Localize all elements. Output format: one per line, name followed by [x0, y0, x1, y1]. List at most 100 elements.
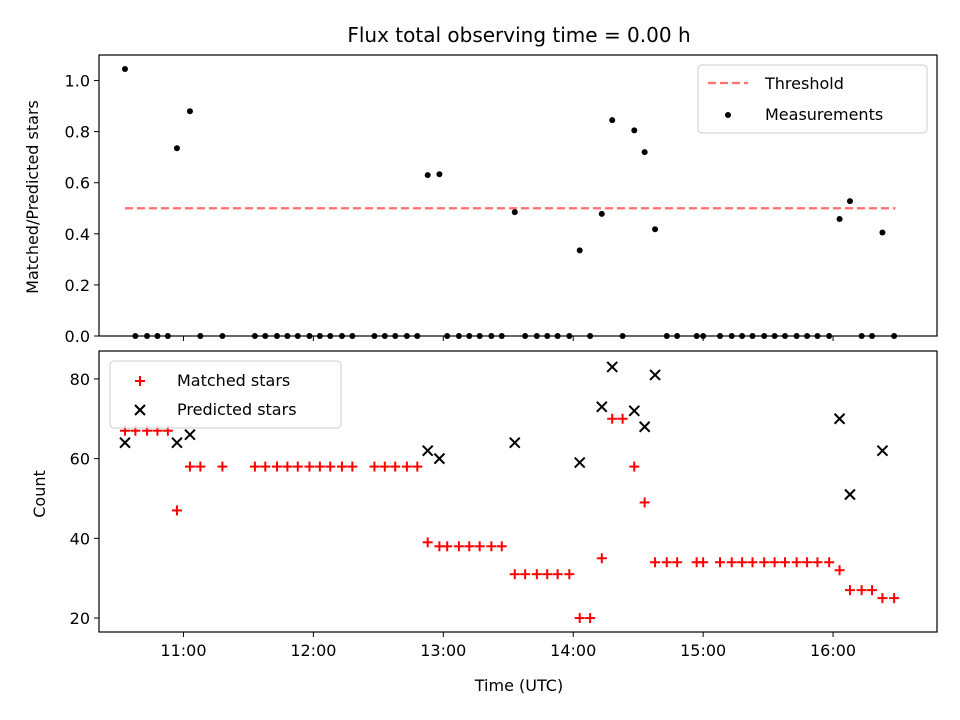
measurement-point	[879, 229, 886, 236]
matched-star-point	[217, 461, 228, 472]
predicted-x-b	[509, 436, 521, 449]
matched-star-point	[629, 461, 640, 472]
matched-star-point	[802, 557, 813, 568]
matched-star-point	[453, 541, 464, 552]
matched-star-point	[486, 541, 497, 552]
matched-star-point	[769, 557, 780, 568]
matched-star-point	[791, 557, 802, 568]
matched-star-point	[617, 413, 628, 424]
legend-matched-label: Matched stars	[177, 371, 290, 390]
bottom-axes-frame	[98, 350, 938, 633]
matched-star-point	[379, 461, 390, 472]
predicted-star-point	[606, 361, 618, 373]
matched-star-point	[844, 585, 855, 596]
predicted-star-point	[628, 405, 640, 417]
matched-star-point	[596, 553, 607, 564]
matched-star-point	[260, 461, 271, 472]
matched-star-point	[369, 461, 380, 472]
predicted-x-b	[638, 421, 651, 433]
predicted-star-point	[421, 444, 434, 457]
matched-star-point	[574, 613, 585, 624]
bottom-y-axis-title: Count	[30, 470, 49, 518]
measurement-point	[631, 127, 638, 134]
measurement-point	[598, 210, 605, 217]
top-y-axis-title: Matched/Predicted stars	[23, 100, 42, 294]
matched-star-point	[737, 557, 748, 568]
matched-star-point	[834, 565, 845, 576]
x-tick-label: 12:00	[290, 641, 336, 660]
predicted-star-point	[638, 421, 651, 433]
x-axis-title: Time (UTC)	[474, 676, 563, 695]
y-tick-label: 20	[70, 609, 90, 628]
bottom-axes: 11:00 12:00 13:00 14:00 15:00 16:00 20 40 60 80 Ma…	[70, 350, 938, 660]
matched-star-point	[585, 613, 596, 624]
bottom-legend: Matched stars Predicted stars	[109, 360, 342, 429]
matched-star-point	[496, 541, 507, 552]
matched-star-point	[698, 557, 709, 568]
y-tick-label: 60	[70, 450, 90, 469]
matched-star-point	[759, 557, 770, 568]
matched-star-point	[412, 461, 423, 472]
measurement-point	[641, 149, 648, 156]
predicted-star-point	[596, 401, 608, 413]
matched-star-point	[520, 569, 531, 580]
predicted-star-point	[574, 456, 586, 469]
legend-measurements-swatch	[725, 112, 731, 118]
measurement-point	[652, 226, 659, 233]
matched-star-point	[474, 541, 485, 552]
predicted-star-point	[876, 444, 889, 457]
matched-star-point	[564, 569, 575, 580]
matched-star-point	[552, 569, 563, 580]
matched-star-point	[812, 557, 823, 568]
top-legend: Threshold Measurements	[697, 64, 928, 134]
measurement-point	[436, 171, 443, 178]
matched-star-point	[889, 593, 900, 604]
y-tick-label: 40	[70, 529, 90, 548]
matched-star-point	[661, 557, 672, 568]
bottom-legend-box	[109, 360, 342, 429]
matched-star-point	[877, 593, 888, 604]
predicted-x-b	[649, 369, 661, 381]
top-axes-frame	[98, 54, 938, 337]
x-tick-label: 14:00	[550, 641, 596, 660]
predicted-x-b	[119, 436, 131, 449]
predicted-x-b	[433, 452, 446, 465]
predicted-star-point	[433, 452, 446, 465]
legend-threshold-label: Threshold	[764, 74, 844, 93]
predicted-star-point	[184, 428, 196, 441]
y-tick-label: 0.4	[65, 225, 90, 244]
y-tick-label: 0.2	[65, 276, 90, 295]
measurement-point	[609, 117, 616, 124]
matched-star-point	[531, 569, 542, 580]
matched-star-point	[390, 461, 401, 472]
matched-star-point	[401, 461, 412, 472]
predicted-x-b	[574, 456, 586, 469]
y-tick-label: 0.6	[65, 174, 90, 193]
matched-star-point	[672, 557, 683, 568]
legend-predicted-swatch-b	[134, 404, 146, 416]
predicted-star-point	[649, 369, 661, 381]
matched-star-point	[249, 461, 260, 472]
matched-star-point	[607, 413, 618, 424]
y-tick-label: 0.8	[65, 123, 90, 142]
matched-star-point	[747, 557, 758, 568]
x-tick-label: 13:00	[420, 641, 466, 660]
matched-star-point	[336, 461, 347, 472]
measurement-point	[186, 108, 193, 115]
matched-star-point	[824, 557, 835, 568]
predicted-x-b	[833, 413, 846, 425]
measurement-point	[836, 216, 843, 223]
matched-star-point	[271, 461, 282, 472]
matched-star-point	[464, 541, 475, 552]
matched-star-point	[639, 497, 650, 508]
legend-predicted-label: Predicted stars	[177, 400, 297, 419]
measurement-point	[173, 145, 180, 152]
top-axes: 0.0 0.2 0.4 0.6 0.8 1.0 Threshold Measurements	[65, 54, 938, 346]
matched-star-point	[856, 585, 867, 596]
predicted-x-b	[171, 436, 183, 449]
x-tick-label: 16:00	[810, 641, 856, 660]
predicted-x-b	[606, 361, 618, 373]
matched-star-point	[195, 461, 206, 472]
predicted-x-b	[628, 405, 640, 417]
y-tick-label: 1.0	[65, 72, 90, 91]
